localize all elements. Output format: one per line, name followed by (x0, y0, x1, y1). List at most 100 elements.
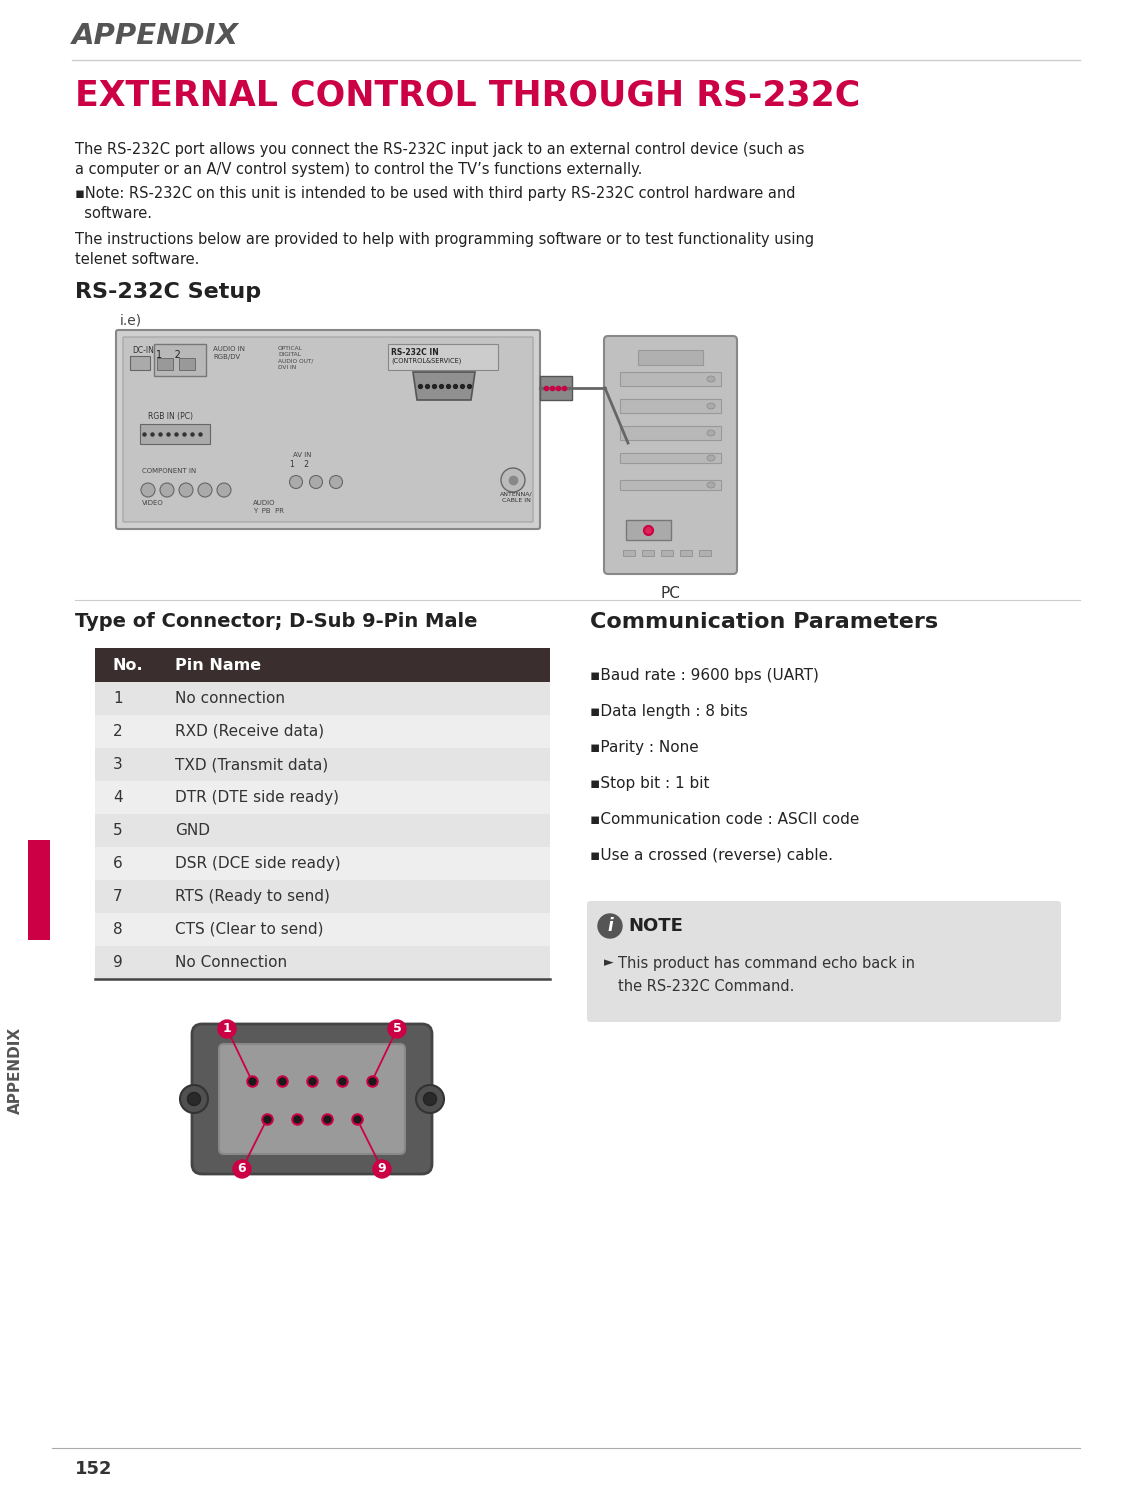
Ellipse shape (233, 1160, 251, 1178)
Bar (642, 549, 654, 555)
Text: The instructions below are provided to help with programming software or to test: The instructions below are provided to h… (75, 232, 814, 247)
Ellipse shape (500, 468, 526, 492)
Text: RS-232C Setup: RS-232C Setup (75, 282, 261, 301)
Text: ▪Data length : 8 bits: ▪Data length : 8 bits (591, 704, 748, 719)
Bar (95, 881, 549, 913)
Text: COMPONENT IN: COMPONENT IN (142, 468, 196, 474)
Text: RS-232C IN: RS-232C IN (391, 347, 439, 356)
Ellipse shape (309, 475, 323, 489)
Text: AV IN: AV IN (293, 451, 311, 457)
Text: ►: ► (604, 956, 613, 970)
Text: TXD (Transmit data): TXD (Transmit data) (176, 757, 328, 772)
Ellipse shape (187, 1093, 201, 1105)
Text: ▪Stop bit : 1 bit: ▪Stop bit : 1 bit (591, 777, 709, 792)
Bar (626, 520, 671, 541)
Bar (620, 480, 720, 490)
Ellipse shape (707, 431, 715, 437)
FancyBboxPatch shape (123, 337, 534, 523)
Text: VIDEO: VIDEO (142, 500, 164, 506)
Text: 3: 3 (113, 757, 123, 772)
Text: ▪Parity : None: ▪Parity : None (591, 740, 699, 754)
Text: RGB/DV: RGB/DV (213, 353, 241, 359)
Ellipse shape (373, 1160, 391, 1178)
Ellipse shape (707, 402, 715, 408)
Ellipse shape (598, 913, 622, 939)
Text: The RS-232C port allows you connect the RS-232C input jack to an external contro: The RS-232C port allows you connect the … (75, 143, 805, 157)
Text: 7: 7 (113, 890, 123, 904)
FancyBboxPatch shape (219, 1044, 405, 1154)
Text: Pin Name: Pin Name (176, 658, 261, 673)
Polygon shape (540, 376, 572, 399)
Text: 6: 6 (237, 1163, 246, 1176)
FancyBboxPatch shape (604, 336, 736, 575)
Bar (699, 549, 711, 555)
Text: 9: 9 (377, 1163, 386, 1176)
Bar (95, 647, 549, 682)
Bar (620, 373, 720, 386)
Text: AUDIO: AUDIO (253, 500, 276, 506)
Text: DSR (DCE side ready): DSR (DCE side ready) (176, 855, 341, 872)
Text: NOTE: NOTE (628, 918, 683, 936)
Bar (95, 814, 549, 846)
Text: No Connection: No Connection (176, 955, 287, 970)
Ellipse shape (217, 483, 231, 497)
Text: No.: No. (113, 658, 144, 673)
FancyBboxPatch shape (587, 901, 1061, 1022)
Text: RGB IN (PC): RGB IN (PC) (148, 411, 193, 422)
Bar (130, 356, 150, 370)
Text: RXD (Receive data): RXD (Receive data) (176, 725, 324, 740)
Text: DC-IN: DC-IN (132, 346, 154, 355)
Polygon shape (413, 373, 475, 399)
Text: Y  PB  PR: Y PB PR (253, 508, 284, 514)
Text: 8: 8 (113, 922, 123, 937)
Ellipse shape (160, 483, 174, 497)
Bar (388, 345, 498, 370)
Ellipse shape (180, 1086, 207, 1112)
Text: CTS (Clear to send): CTS (Clear to send) (176, 922, 324, 937)
Bar (661, 549, 673, 555)
Bar (679, 549, 692, 555)
FancyBboxPatch shape (116, 330, 540, 529)
Bar (179, 358, 195, 370)
Ellipse shape (388, 1020, 406, 1038)
Bar (154, 345, 206, 376)
Text: a computer or an A/V control system) to control the TV’s functions externally.: a computer or an A/V control system) to … (75, 162, 642, 177)
Ellipse shape (707, 483, 715, 489)
Ellipse shape (416, 1086, 443, 1112)
Text: telenet software.: telenet software. (75, 252, 200, 267)
Text: software.: software. (75, 206, 152, 221)
Text: APPENDIX: APPENDIX (72, 22, 239, 50)
Text: 2: 2 (113, 725, 123, 740)
Text: ▪Note: RS-232C on this unit is intended to be used with third party RS-232C cont: ▪Note: RS-232C on this unit is intended … (75, 186, 796, 200)
Text: 9: 9 (113, 955, 123, 970)
Bar (140, 425, 210, 444)
Text: EXTERNAL CONTROL THROUGH RS-232C: EXTERNAL CONTROL THROUGH RS-232C (75, 79, 861, 111)
Ellipse shape (707, 454, 715, 460)
Text: 4: 4 (113, 790, 123, 805)
Text: This product has command echo back in
the RS-232C Command.: This product has command echo back in th… (618, 956, 915, 995)
FancyBboxPatch shape (192, 1025, 432, 1175)
Bar (95, 846, 549, 881)
Text: ANTENNA/
CABLE IN: ANTENNA/ CABLE IN (499, 492, 532, 503)
Bar (638, 350, 703, 365)
Text: AUDIO IN: AUDIO IN (213, 346, 245, 352)
Text: No connection: No connection (176, 691, 285, 705)
Text: 6: 6 (113, 855, 123, 872)
Text: 1    2: 1 2 (156, 350, 181, 359)
Bar (622, 549, 635, 555)
Text: 1    2: 1 2 (290, 460, 309, 469)
Text: 5: 5 (392, 1023, 401, 1035)
Text: 1: 1 (222, 1023, 231, 1035)
Bar (620, 426, 720, 440)
Text: ▪Baud rate : 9600 bps (UART): ▪Baud rate : 9600 bps (UART) (591, 668, 819, 683)
Bar (157, 358, 173, 370)
Bar (28, 841, 50, 940)
Ellipse shape (329, 475, 342, 489)
Bar (95, 781, 549, 814)
Ellipse shape (423, 1093, 437, 1105)
Text: OPTICAL
DIGITAL
AUDIO OUT/
DVI IN: OPTICAL DIGITAL AUDIO OUT/ DVI IN (278, 346, 314, 370)
Text: i: i (608, 918, 613, 936)
Text: PC: PC (660, 587, 681, 601)
Ellipse shape (198, 483, 212, 497)
Text: i.e): i.e) (120, 313, 142, 328)
